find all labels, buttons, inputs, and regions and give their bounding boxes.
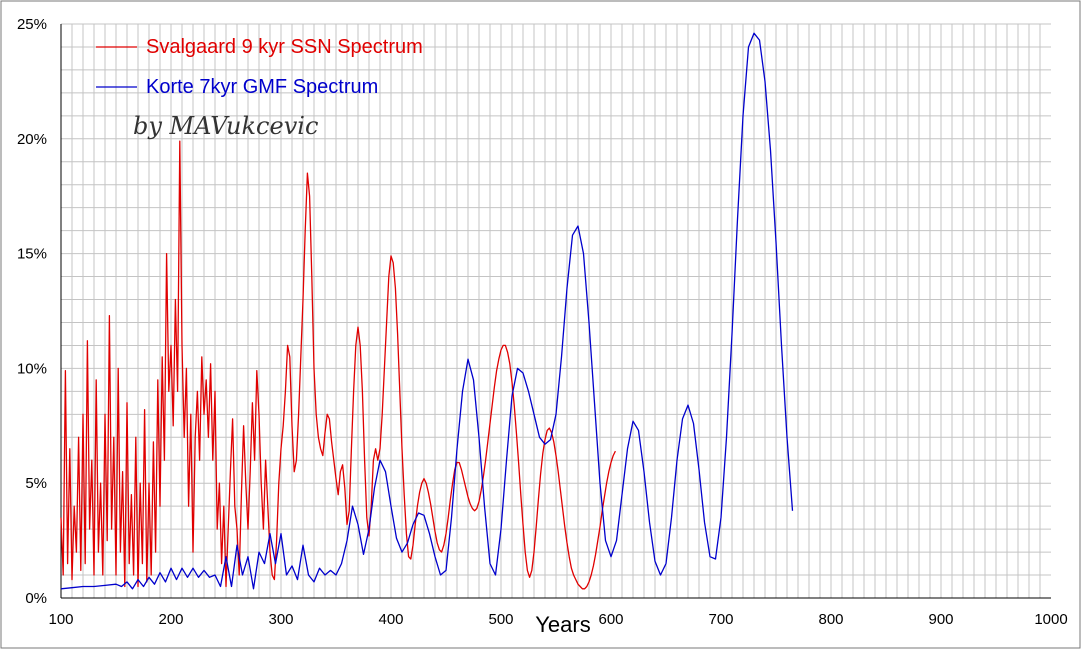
legend-label-2: Korte 7kyr GMF Spectrum [146,76,378,98]
grid [61,23,1051,598]
x-tick-label: 400 [378,611,403,628]
x-tick-label: 1000 [1034,611,1067,628]
x-tick-label: 900 [928,611,953,628]
x-tick-label: 200 [158,611,183,628]
y-tick-label: 0% [25,590,47,607]
y-tick-label: 20% [17,131,47,148]
series-line-2 [60,32,794,590]
legend-label-1: Svalgaard 9 kyr SSN Spectrum [146,36,423,58]
series-line-1 [60,140,616,590]
x-tick-label: 600 [598,611,623,628]
y-tick-label: 10% [17,360,47,377]
y-tick-label: 15% [17,246,47,263]
y-tick-label: 25% [17,16,47,33]
y-tick-label: 5% [25,475,47,492]
x-axis-title: Years [535,612,590,637]
tick-labels: 100 200 300 400 500 600 700 800 900 1000 0% 5% 10% 15… [17,16,1068,637]
x-tick-label: 700 [708,611,733,628]
x-tick-label: 300 [268,611,293,628]
credit-text: by MAVukcevic [133,112,318,140]
x-tick-label: 500 [488,611,513,628]
axes [60,24,1051,599]
x-tick-label: 100 [48,611,73,628]
legend: Svalgaard 9 kyr SSN Spectrum Korte 7kyr G… [96,36,423,98]
series-group [60,32,794,590]
x-tick-label: 800 [818,611,843,628]
